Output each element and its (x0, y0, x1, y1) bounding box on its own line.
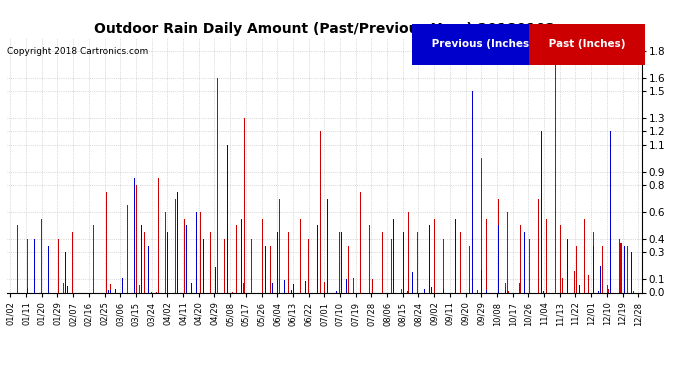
Bar (593, 232, 594, 292)
Bar (243, 284, 244, 292)
Bar (477, 290, 478, 292)
Bar (429, 273, 430, 292)
Bar (341, 280, 342, 292)
Bar (199, 212, 201, 292)
Bar (469, 246, 470, 292)
Bar (607, 285, 608, 292)
Bar (505, 283, 506, 292)
Bar (41, 219, 42, 292)
Bar (270, 246, 271, 292)
Bar (541, 291, 542, 292)
Bar (139, 285, 140, 292)
Bar (165, 212, 166, 292)
Bar (299, 219, 301, 292)
Bar (481, 158, 482, 292)
Bar (203, 291, 204, 292)
Bar (538, 198, 539, 292)
Bar (486, 219, 487, 292)
Text: Copyright 2018 Cartronics.com: Copyright 2018 Cartronics.com (7, 47, 148, 56)
Bar (434, 219, 435, 292)
Bar (412, 289, 413, 292)
Bar (372, 279, 373, 292)
Bar (417, 232, 418, 292)
Bar (368, 225, 370, 292)
Bar (58, 239, 59, 292)
Bar (184, 219, 185, 292)
Bar (562, 278, 563, 292)
Bar (308, 239, 309, 292)
Bar (136, 185, 137, 292)
Bar (391, 239, 392, 292)
Bar (158, 178, 159, 292)
Bar (217, 78, 218, 292)
Bar (244, 118, 246, 292)
Bar (348, 246, 349, 292)
Bar (610, 225, 611, 292)
Bar (144, 232, 146, 292)
Bar (584, 219, 585, 292)
Bar (520, 225, 522, 292)
Bar (236, 225, 237, 292)
Bar (17, 225, 18, 292)
Bar (72, 232, 73, 292)
Bar (262, 219, 263, 292)
Text: Previous (Inches): Previous (Inches) (428, 39, 538, 50)
Bar (327, 225, 328, 292)
Bar (279, 198, 280, 292)
Bar (546, 219, 547, 292)
Bar (567, 239, 568, 292)
Title: Outdoor Rain Daily Amount (Past/Previous Year) 20180102: Outdoor Rain Daily Amount (Past/Previous… (94, 22, 555, 36)
Bar (624, 283, 625, 292)
Text: Past (Inches): Past (Inches) (545, 39, 629, 50)
Bar (251, 239, 253, 292)
Bar (110, 284, 111, 292)
Bar (620, 243, 622, 292)
Bar (122, 286, 123, 292)
Bar (127, 205, 128, 292)
Bar (619, 239, 620, 292)
Bar (627, 246, 629, 292)
Bar (382, 232, 384, 292)
Bar (106, 192, 108, 292)
Bar (224, 239, 225, 292)
Bar (575, 246, 577, 292)
Bar (519, 283, 520, 292)
Bar (408, 212, 409, 292)
Bar (353, 278, 354, 292)
Bar (506, 212, 508, 292)
Bar (360, 192, 361, 292)
Bar (555, 51, 556, 292)
Bar (324, 282, 325, 292)
Bar (320, 132, 322, 292)
Bar (63, 283, 64, 292)
Bar (529, 239, 530, 292)
Bar (443, 239, 444, 292)
Bar (406, 291, 408, 292)
Bar (92, 225, 94, 292)
Bar (560, 225, 561, 292)
Bar (498, 198, 499, 292)
Bar (588, 274, 589, 292)
Bar (27, 239, 28, 292)
Bar (210, 232, 211, 292)
Bar (574, 272, 575, 292)
Bar (460, 232, 461, 292)
Bar (339, 232, 340, 292)
Bar (175, 198, 177, 292)
